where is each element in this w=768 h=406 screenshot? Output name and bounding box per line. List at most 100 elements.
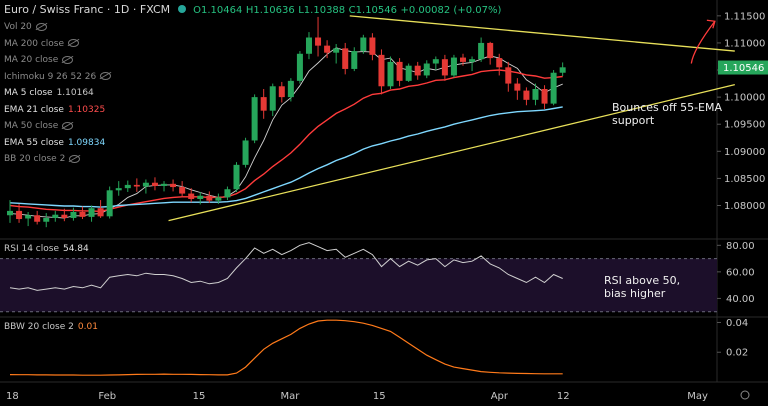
close-value: C1.10546 (348, 5, 398, 16)
last-price-label: 1.10546 (723, 63, 764, 74)
candle-body (206, 195, 213, 201)
rsi-tick-label: 80.00 (726, 241, 755, 252)
candle-body (188, 193, 195, 199)
candle-body (351, 51, 358, 69)
price-tick-label: 1.11500 (724, 11, 765, 22)
candle-body (97, 208, 104, 217)
candle-body (61, 214, 68, 218)
candle-body (88, 208, 95, 217)
legend-label: EMA 21 close (4, 104, 64, 115)
candle-body (260, 97, 267, 111)
candle-body (151, 182, 158, 186)
candle-body (278, 86, 285, 98)
rsi-line (9, 242, 563, 291)
time-tick-label: 18 (6, 391, 19, 402)
legend-ema-55-close[interactable]: EMA 55 close 1.09834 (4, 138, 105, 148)
bbw-legend-value: 0.01 (77, 322, 98, 332)
bbw-tick-label: 0.04 (726, 318, 748, 329)
candle-body (550, 72, 557, 104)
bbw-legend-label: BBW 20 close 2 (4, 322, 74, 332)
legend-ma-5-close[interactable]: MA 5 close 1.10164 (4, 88, 94, 98)
hidden-eye-icon[interactable] (35, 22, 47, 31)
hidden-eye-icon[interactable] (62, 55, 74, 64)
trendline-lower-support (168, 84, 735, 222)
candle-body (197, 195, 204, 199)
candle-body (43, 217, 50, 222)
candle-body (179, 187, 186, 194)
legend-ichimoku-9-26-52-26[interactable]: Ichimoku 9 26 52 26 (4, 71, 112, 82)
hidden-eye-icon[interactable] (69, 154, 81, 163)
symbol-title[interactable]: Euro / Swiss Franc · 1D · FXCM (4, 3, 171, 16)
legend-label: MA 20 close (4, 55, 59, 65)
ema55-line (9, 106, 563, 208)
candle-body (170, 183, 177, 188)
candle-body (315, 37, 322, 46)
ema-note-line-2: support (612, 114, 655, 127)
rsi-band (0, 258, 717, 312)
candle-body (460, 57, 466, 62)
candle-body (34, 215, 41, 222)
candle-body (387, 61, 394, 87)
price-tick-label: 1.09500 (724, 120, 765, 131)
hidden-eye-icon[interactable] (100, 72, 112, 80)
settings-gear-icon (740, 390, 750, 400)
candle-body (305, 37, 312, 54)
bbw-legend[interactable]: BBW 20 close 2 0.01 (4, 322, 98, 332)
rsi-legend-label: RSI 14 close (4, 244, 59, 254)
candle-body (7, 210, 13, 216)
candle-body (469, 59, 476, 62)
high-value: H1.10636 (245, 5, 295, 16)
rsi-legend-value: 54.84 (62, 244, 89, 254)
time-tick-label: Apr (491, 391, 509, 402)
candle-body (296, 53, 303, 81)
price-tick-label: 1.09000 (724, 147, 765, 158)
time-tick-label: Mar (281, 391, 301, 402)
price-tick-label: 1.08500 (724, 174, 765, 185)
legend-ema-21-close[interactable]: EMA 21 close 1.10325 (4, 105, 105, 115)
legend-label: Vol 20 (4, 22, 32, 32)
arrow-head-icon (706, 19, 716, 29)
legend-label: MA 5 close (4, 88, 53, 98)
price-tick-label: 1.11000 (724, 38, 765, 49)
legend-label: Ichimoku 9 26 52 26 (4, 71, 97, 82)
last-price-badge (718, 60, 768, 75)
candle-body (224, 189, 231, 198)
candle-body (233, 164, 240, 190)
hidden-eye-icon[interactable] (62, 121, 74, 130)
open-value: O1.10464 (193, 5, 243, 16)
rsi-note-line-2: bias higher (604, 287, 666, 300)
candle-body (16, 210, 23, 220)
rsi-tick-label: 60.00 (726, 267, 755, 278)
candle-body (396, 61, 403, 81)
legend-vol-20[interactable]: Vol 20 (4, 22, 47, 32)
candle-body (523, 90, 530, 100)
candle-body (496, 58, 503, 68)
time-tick-label: May (687, 391, 708, 402)
legend-bb-20-close-2[interactable]: BB 20 close 2 (4, 154, 81, 164)
candle-body (369, 37, 376, 55)
chart-header: Euro / Swiss Franc · 1D · FXCM O1.10464 … (4, 3, 501, 16)
rsi-legend[interactable]: RSI 14 close 54.84 (4, 244, 89, 254)
rsi-tick-label: 40.00 (726, 294, 755, 305)
low-value: L1.10388 (298, 5, 346, 16)
legend-label: BB 20 close 2 (4, 154, 66, 164)
legend-label: MA 200 close (4, 38, 65, 49)
legend-ma-50-close[interactable]: MA 50 close (4, 121, 74, 131)
legend-label: MA 50 close (4, 121, 59, 131)
candle-body (52, 214, 59, 218)
candle-body (432, 59, 439, 64)
legend-ma-200-close[interactable]: MA 200 close (4, 38, 80, 49)
hidden-eye-icon[interactable] (68, 39, 80, 47)
market-status-icon (177, 5, 186, 13)
candle-body (70, 211, 77, 218)
candle-body (25, 215, 32, 219)
legend-ma-20-close[interactable]: MA 20 close (4, 55, 74, 65)
candle-body (378, 54, 385, 87)
ema-note-line-1: Bounces off 55-EMA (612, 101, 722, 114)
candle-body (532, 88, 539, 100)
candle-body (142, 182, 149, 187)
candle-body (342, 48, 349, 69)
candle-body (405, 65, 412, 81)
legend-value: 1.09834 (67, 137, 106, 148)
